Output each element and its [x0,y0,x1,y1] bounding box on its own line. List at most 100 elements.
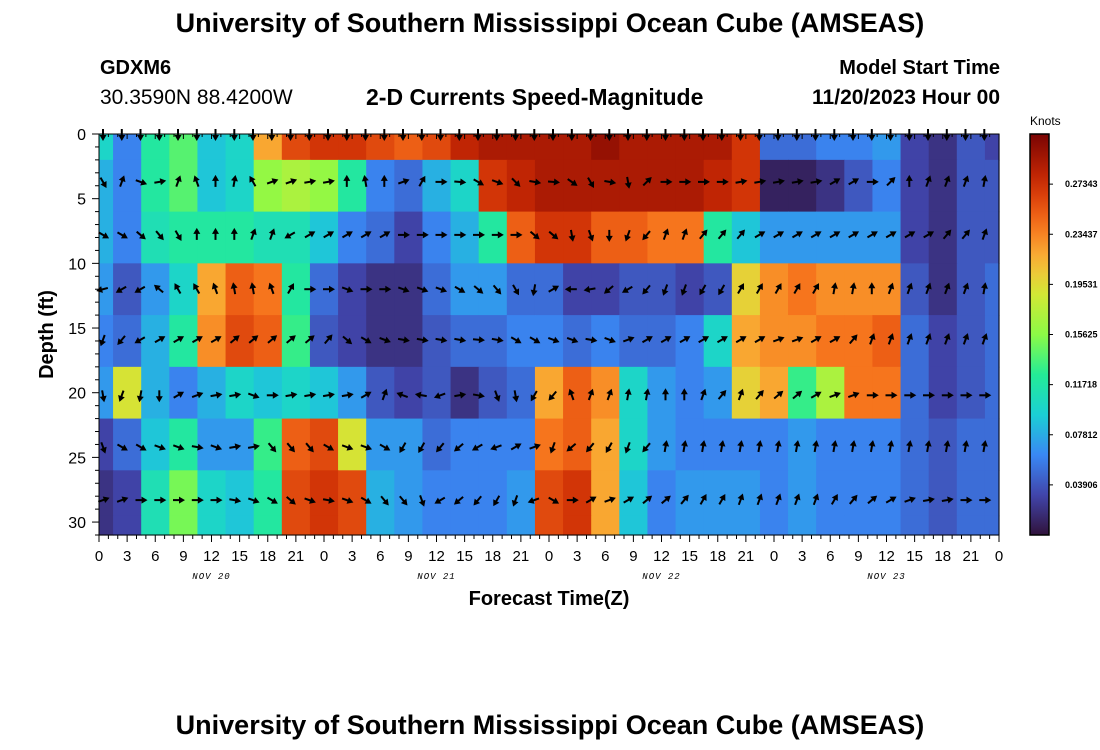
current-arrow [304,231,316,239]
current-arrow [155,230,164,241]
heatmap-cell [731,263,761,316]
current-arrow [247,392,260,399]
heatmap-cell [703,515,733,536]
heatmap-cell [759,159,789,213]
current-arrow [849,334,858,345]
current-arrow [774,440,782,453]
current-arrow [435,231,448,239]
current-arrow [116,443,128,451]
heatmap-cell [731,470,761,517]
current-arrow [341,444,354,451]
current-arrow [399,442,407,454]
x-tick-label: 15 [681,548,698,565]
heatmap-cell [394,211,424,264]
current-arrow [285,391,298,399]
current-arrow [660,336,672,344]
current-arrow [210,496,223,504]
current-arrow [229,443,242,451]
current-arrow [791,336,804,343]
current-arrow [512,129,519,141]
current-arrow [399,129,407,141]
current-arrow [396,391,409,399]
current-arrow [249,129,257,141]
current-arrow [322,391,335,399]
current-arrow [118,390,125,402]
heatmap-cell [450,418,480,471]
current-arrow [211,282,219,295]
heatmap-cell [253,263,283,316]
colorbar [1029,133,1050,536]
heatmap-cell [619,159,649,213]
current-arrow [962,282,970,295]
heatmap-cell [591,418,620,471]
heatmap-cell [506,366,536,420]
current-arrow [324,129,332,141]
current-arrow [905,129,913,141]
heatmap-cell [113,470,142,517]
current-arrow [829,391,841,399]
current-arrow [604,178,617,186]
heatmap-cell [478,159,508,213]
current-arrow [248,335,259,344]
current-arrow [360,496,372,504]
current-arrow [284,231,296,239]
current-arrow [342,335,353,345]
heatmap-cell [309,515,339,536]
current-arrow [981,333,988,345]
heatmap-cell [253,315,283,368]
current-arrow [212,174,219,187]
heatmap-cell [99,515,114,536]
heatmap-cell [591,159,620,213]
current-arrow [414,391,427,399]
heatmap-cell [506,515,536,536]
current-arrow [700,388,707,401]
current-arrow [943,282,951,295]
heatmap-cell [478,366,508,420]
current-arrow [566,496,579,504]
heatmap-cell [619,366,649,420]
heatmap-cell [169,263,199,316]
current-arrow [416,336,429,344]
current-arrow [773,231,785,239]
current-arrow [810,336,822,344]
y-tick-label: 10 [68,256,86,273]
heatmap-cell [534,366,564,420]
heatmap-cell [253,515,283,536]
current-arrow [360,231,372,239]
current-arrow [698,178,710,186]
heatmap-cell [788,515,817,536]
x-tick-label: 9 [854,548,862,565]
x-tick-label: 12 [428,548,445,565]
heatmap-cell [900,263,930,316]
current-arrow [136,390,144,403]
heatmap-cell [394,263,424,316]
heatmap-cell [956,159,986,213]
current-arrow [923,231,935,239]
heatmap-cell [816,263,845,316]
current-arrow [981,175,988,187]
heatmap-cell [422,418,452,471]
current-arrow [230,282,238,295]
current-arrow [830,129,838,141]
heatmap-cell [872,263,902,316]
current-arrow [847,391,860,399]
heatmap-cell [703,263,733,316]
current-arrow [249,175,257,187]
current-arrow [360,444,373,451]
heatmap-cell [759,263,789,316]
heatmap-cell [225,315,255,368]
current-arrow [981,282,988,295]
heatmap-cell [309,366,339,420]
current-arrow [605,442,613,454]
heatmap-cell [366,159,395,213]
current-arrow [286,496,296,505]
x-tick-label: 18 [259,548,276,565]
model-start-value: 11/20/2023 Hour 00 [812,86,1000,109]
current-arrow [174,283,182,295]
current-arrow [343,129,351,141]
current-arrow [549,129,557,141]
current-arrow [643,388,651,401]
current-arrow [229,335,240,344]
current-arrow [904,231,916,239]
